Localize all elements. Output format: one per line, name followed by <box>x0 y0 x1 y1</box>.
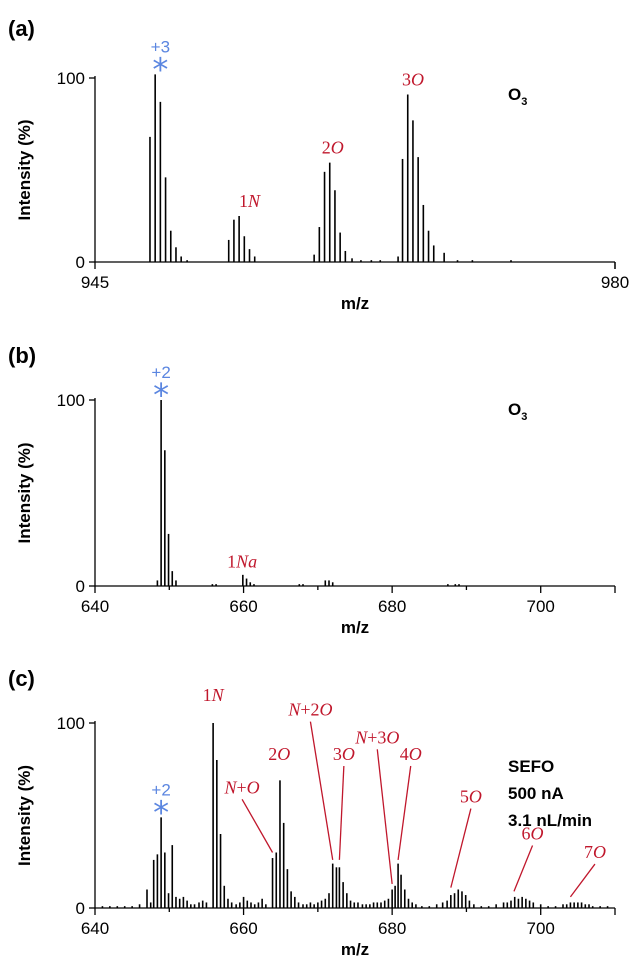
peak-annotation: 2O <box>322 137 344 157</box>
panel-label: (a) <box>8 16 35 41</box>
y-tick-label: 0 <box>76 253 85 272</box>
spectrum-panel-b: (b) Intensity (%) 0 100 640 660 680 700 m/z *+2 1N… <box>8 343 616 637</box>
panel-label: (b) <box>8 343 36 368</box>
peak-annotation: 5O <box>460 787 482 807</box>
x-tick-label: 680 <box>378 919 406 938</box>
y-axis-label: Intensity (%) <box>15 765 34 866</box>
annotation-leader-line <box>309 721 334 861</box>
panel-label: (c) <box>8 666 35 691</box>
x-tick-label: 640 <box>81 919 109 938</box>
annotation-leader-line <box>397 765 412 860</box>
x-tick-label: 700 <box>527 919 555 938</box>
peak-annotation: N+3O <box>354 727 399 747</box>
peak-annotation: 3O <box>333 744 355 764</box>
peak-annotation: 1N <box>203 685 225 705</box>
charge-state-label: +3 <box>151 37 170 56</box>
peak-annotation: 6O <box>522 824 544 844</box>
x-axis-label: m/z <box>341 940 369 959</box>
peak-annotation: 3O <box>402 69 424 89</box>
charge-star-icon: * <box>152 50 168 88</box>
x-axis-label: m/z <box>341 294 369 313</box>
y-axis-label: Intensity (%) <box>15 442 34 543</box>
peak-annotation: 1Na <box>227 551 257 571</box>
x-tick-label: 945 <box>81 273 109 292</box>
x-axis-label: m/z <box>341 618 369 637</box>
y-axis-label: Intensity (%) <box>15 119 34 220</box>
x-tick-label: 660 <box>229 597 257 616</box>
peak-annotation: 4O <box>400 744 422 764</box>
y-tick-label: 100 <box>57 69 85 88</box>
y-tick-label: 0 <box>76 577 85 596</box>
annotation-leader-line <box>513 845 534 892</box>
annotation-leader-line <box>338 765 345 860</box>
condition-label: 500 nA <box>508 784 564 803</box>
x-tick-label: 700 <box>527 597 555 616</box>
x-tick-label: 660 <box>229 919 257 938</box>
charge-state-label: +2 <box>151 780 170 799</box>
reagent-label: O3 <box>508 400 527 423</box>
peak-annotation: N+2O <box>287 700 332 720</box>
y-tick-label: 100 <box>57 391 85 410</box>
condition-label: 3.1 nL/min <box>508 811 592 830</box>
annotation-leader-line <box>376 749 393 885</box>
spectrum-panel-c: (c) Intensity (%) 0 100 640 660 680 700 m/z *+2 1N… <box>8 666 616 959</box>
spectrum-panel-a: (a) Intensity (%) 0 100 945 980 m/z *+3 1N 2O 3O O3 <box>8 16 629 313</box>
peak-annotation: 7O <box>584 842 606 862</box>
peak-annotation: 1N <box>239 191 261 211</box>
y-tick-label: 0 <box>76 899 85 918</box>
peak-annotation: N+O <box>223 777 259 797</box>
charge-star-icon: * <box>153 376 169 414</box>
charge-state-label: +2 <box>151 363 170 382</box>
y-tick-label: 100 <box>57 714 85 733</box>
x-tick-label: 980 <box>601 273 629 292</box>
condition-label: SEFO <box>508 757 554 776</box>
x-tick-label: 680 <box>378 597 406 616</box>
x-tick-label: 640 <box>81 597 109 616</box>
annotation-leader-line <box>241 798 274 853</box>
reagent-label: O3 <box>508 85 527 108</box>
annotation-leader-line <box>450 808 472 888</box>
peak-annotation: 2O <box>268 744 290 764</box>
annotation-leader-line <box>569 863 596 898</box>
charge-star-icon: * <box>153 793 169 831</box>
